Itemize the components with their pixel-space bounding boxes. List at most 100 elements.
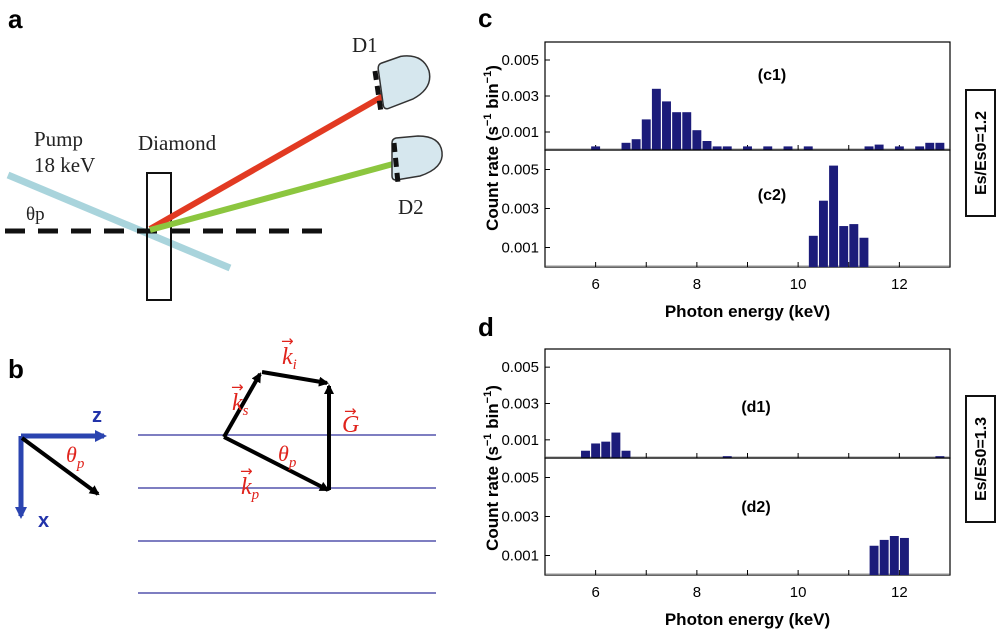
histogram-bar-d2 <box>899 537 909 575</box>
y-tick-label-c1: 0.001 <box>501 124 539 141</box>
ks-label: → ks <box>231 378 249 419</box>
histogram-bar-d2 <box>869 545 879 575</box>
histogram-bar-d2 <box>889 536 899 575</box>
histogram-bar-c1 <box>712 146 722 150</box>
diamond-crystal <box>146 172 172 301</box>
histogram-bar-c2 <box>849 224 859 267</box>
theta-p-triangle-label: θp <box>278 441 297 471</box>
crystal-label: Diamond <box>138 131 217 155</box>
svg-text:→: → <box>231 378 244 396</box>
histogram-bar-c1 <box>591 146 601 150</box>
svg-text:→: → <box>240 462 253 480</box>
y-tick-label-d2: 0.005 <box>501 470 539 487</box>
detector2-label: D2 <box>398 195 424 219</box>
histogram-bar-c1 <box>631 139 641 150</box>
x-tick-label-d2: 6 <box>591 584 599 601</box>
histogram-bar-c1 <box>894 146 904 150</box>
histogram-bar-c1 <box>692 130 702 150</box>
ratio-box-c: Es/Es0=1.2 <box>965 89 996 217</box>
x-tick-label-c2: 10 <box>790 276 807 293</box>
y-axis-title-d: Count rate (s−1 bin−1) <box>482 385 502 551</box>
ratio-box-d: Es/Es0=1.3 <box>965 395 996 523</box>
histogram-bar-c2 <box>839 226 849 267</box>
panel-letter-c: c <box>478 3 492 33</box>
histogram-bar-d1 <box>611 432 621 458</box>
subplot-label-c1: (c1) <box>758 67 786 84</box>
y-tick-label-c1: 0.003 <box>501 88 539 105</box>
histogram-d2: 0.001 0.003 0.005 6 8 10 12 Photon energy (keV)… <box>501 457 951 629</box>
histogram-bar-d1 <box>591 443 601 458</box>
theta-p-coordinate-label: θp <box>66 442 85 472</box>
histogram-bar-c2 <box>808 235 818 267</box>
y-tick-label-c2: 0.005 <box>501 162 539 179</box>
x-axis-label: x <box>38 510 49 532</box>
histogram-bar-c1 <box>621 142 631 150</box>
plot-frame-d2 <box>544 457 951 576</box>
histogram-bar-d2 <box>879 539 889 575</box>
subplot-label-d1: (d1) <box>741 399 770 416</box>
svg-text:G: G <box>342 412 359 438</box>
detector1-label: D1 <box>352 33 378 57</box>
histogram-bar-c1 <box>651 88 661 150</box>
panel-letter-a: a <box>8 4 23 34</box>
y-tick-label-d2: 0.003 <box>501 509 539 526</box>
histogram-c2: 0.001 0.003 0.005 6 8 10 12 Photon energy (keV)… <box>501 149 951 321</box>
x-axis-title-c2: Photon energy (keV) <box>665 302 830 321</box>
g-label: → G <box>342 402 359 438</box>
lattice-planes <box>138 434 436 594</box>
x-tick-label-d2: 8 <box>693 584 701 601</box>
histogram-bar-c1 <box>803 146 813 150</box>
pump-energy-label: 18 keV <box>34 153 95 177</box>
svg-text:kp: kp <box>241 474 260 503</box>
x-tick-label-d2: 12 <box>891 584 908 601</box>
histogram-bar-d1 <box>621 450 631 458</box>
histogram-bar-d1 <box>935 456 945 458</box>
histogram-bar-c1 <box>925 142 935 150</box>
y-tick-label-c2: 0.003 <box>501 201 539 218</box>
y-tick-label-d1: 0.005 <box>501 359 539 376</box>
histogram-bar-d1 <box>581 450 590 458</box>
panel-letter-b: b <box>8 354 24 384</box>
detector-icon <box>391 135 443 184</box>
ks-vector <box>222 372 262 438</box>
detector-icon <box>372 55 431 113</box>
plot-frame-c1 <box>544 41 951 151</box>
histogram-bar-c1 <box>722 146 732 150</box>
x-axis-title-d2: Photon energy (keV) <box>665 610 830 629</box>
histogram-bar-c1 <box>935 142 945 150</box>
histogram-bar-c2 <box>859 237 869 267</box>
x-tick-label-c2: 8 <box>693 276 701 293</box>
z-axis-label: z <box>92 405 102 427</box>
histogram-bar-c1 <box>743 146 752 150</box>
subplot-label-d2: (d2) <box>741 499 770 516</box>
idler-beam <box>149 161 394 233</box>
theta-p-label: θp <box>26 204 45 225</box>
histogram-c1: 0.001 0.003 0.005 (c1) <box>501 41 951 151</box>
histogram-d1: 0.001 0.003 0.005 (d1) <box>501 348 951 459</box>
y-tick-label-c1: 0.005 <box>501 52 539 69</box>
ki-label: → ki <box>281 332 297 373</box>
ki-vector <box>261 370 329 387</box>
svg-text:ks: ks <box>232 390 249 419</box>
svg-text:→: → <box>344 402 357 420</box>
histogram-bar-c1 <box>874 144 884 150</box>
kp-label: → kp <box>240 462 260 503</box>
y-axis-title-c: Count rate (s−1 bin−1) <box>482 65 502 231</box>
plot-frame-c2 <box>544 149 951 268</box>
histogram-bar-c1 <box>915 146 925 150</box>
histogram-bar-c1 <box>702 141 712 150</box>
x-tick-label-c2: 12 <box>891 276 908 293</box>
kp-vector <box>223 435 330 492</box>
histogram-bar-c1 <box>662 101 671 150</box>
y-tick-label-d1: 0.003 <box>501 396 539 413</box>
histogram-bar-d1 <box>601 441 611 458</box>
y-tick-label-d1: 0.001 <box>501 432 539 449</box>
panel-letter-d: d <box>478 312 494 342</box>
histogram-bar-c1 <box>682 112 692 150</box>
histogram-bar-c2 <box>829 165 839 267</box>
y-tick-label-d2: 0.001 <box>501 548 539 565</box>
histogram-bar-c1 <box>672 112 682 150</box>
histogram-bar-c2 <box>818 200 828 267</box>
pump-direction-arrow <box>20 436 100 496</box>
